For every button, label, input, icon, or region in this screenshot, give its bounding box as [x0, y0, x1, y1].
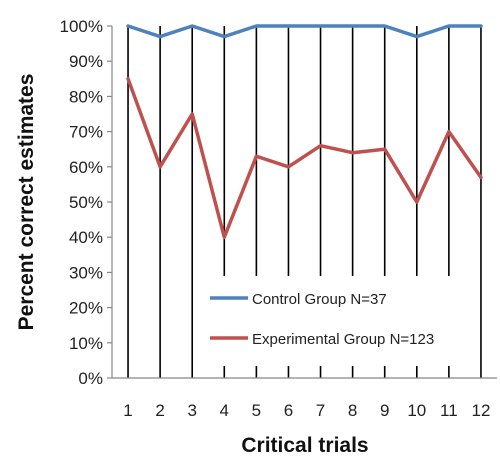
y-tick-labels: 0% 10% 20% 30% 40% 50% 60% 70% 80% 90% 100% — [60, 17, 103, 388]
axes — [107, 25, 497, 379]
legend: Control Group N=37 Experimental Group N=… — [197, 276, 473, 366]
x-tick-label: 2 — [155, 401, 164, 420]
x-tick-label: 1 — [123, 401, 132, 420]
y-tick-label: 90% — [69, 52, 103, 71]
y-tick-label: 0% — [78, 369, 103, 388]
x-tick-label: 3 — [187, 401, 196, 420]
x-axis-title: Critical trials — [241, 434, 368, 457]
x-tick-label: 4 — [220, 401, 229, 420]
x-tick-label: 8 — [348, 401, 357, 420]
y-tick-label: 50% — [69, 193, 103, 212]
x-tick-label: 11 — [440, 401, 458, 420]
series-line-experimental — [126, 77, 483, 239]
legend-label-control: Control Group N=37 — [252, 291, 387, 308]
y-tick-label: 30% — [69, 263, 103, 282]
x-tick-label: 5 — [252, 401, 261, 420]
x-tick-label: 12 — [471, 401, 490, 420]
y-tick-label: 100% — [60, 17, 103, 36]
y-tick-label: 80% — [69, 87, 103, 106]
y-tick-label: 40% — [69, 228, 103, 247]
legend-box — [197, 276, 473, 366]
series-lines — [126, 24, 483, 239]
x-tick-label: 10 — [407, 401, 426, 420]
y-tick-label: 10% — [69, 334, 103, 353]
legend-label-experimental: Experimental Group N=123 — [252, 331, 434, 348]
y-tick-label: 20% — [69, 299, 103, 318]
y-tick-label: 60% — [69, 158, 103, 177]
y-tick-label: 70% — [69, 123, 103, 142]
x-tick-label: 6 — [284, 401, 293, 420]
x-tick-label: 9 — [380, 401, 389, 420]
x-tick-labels: 1 2 3 4 5 6 7 8 9 10 11 12 — [123, 401, 490, 420]
series-line-control — [126, 24, 483, 39]
x-tick-label: 7 — [316, 401, 325, 420]
y-axis-title: Percent correct estimates — [15, 74, 38, 331]
